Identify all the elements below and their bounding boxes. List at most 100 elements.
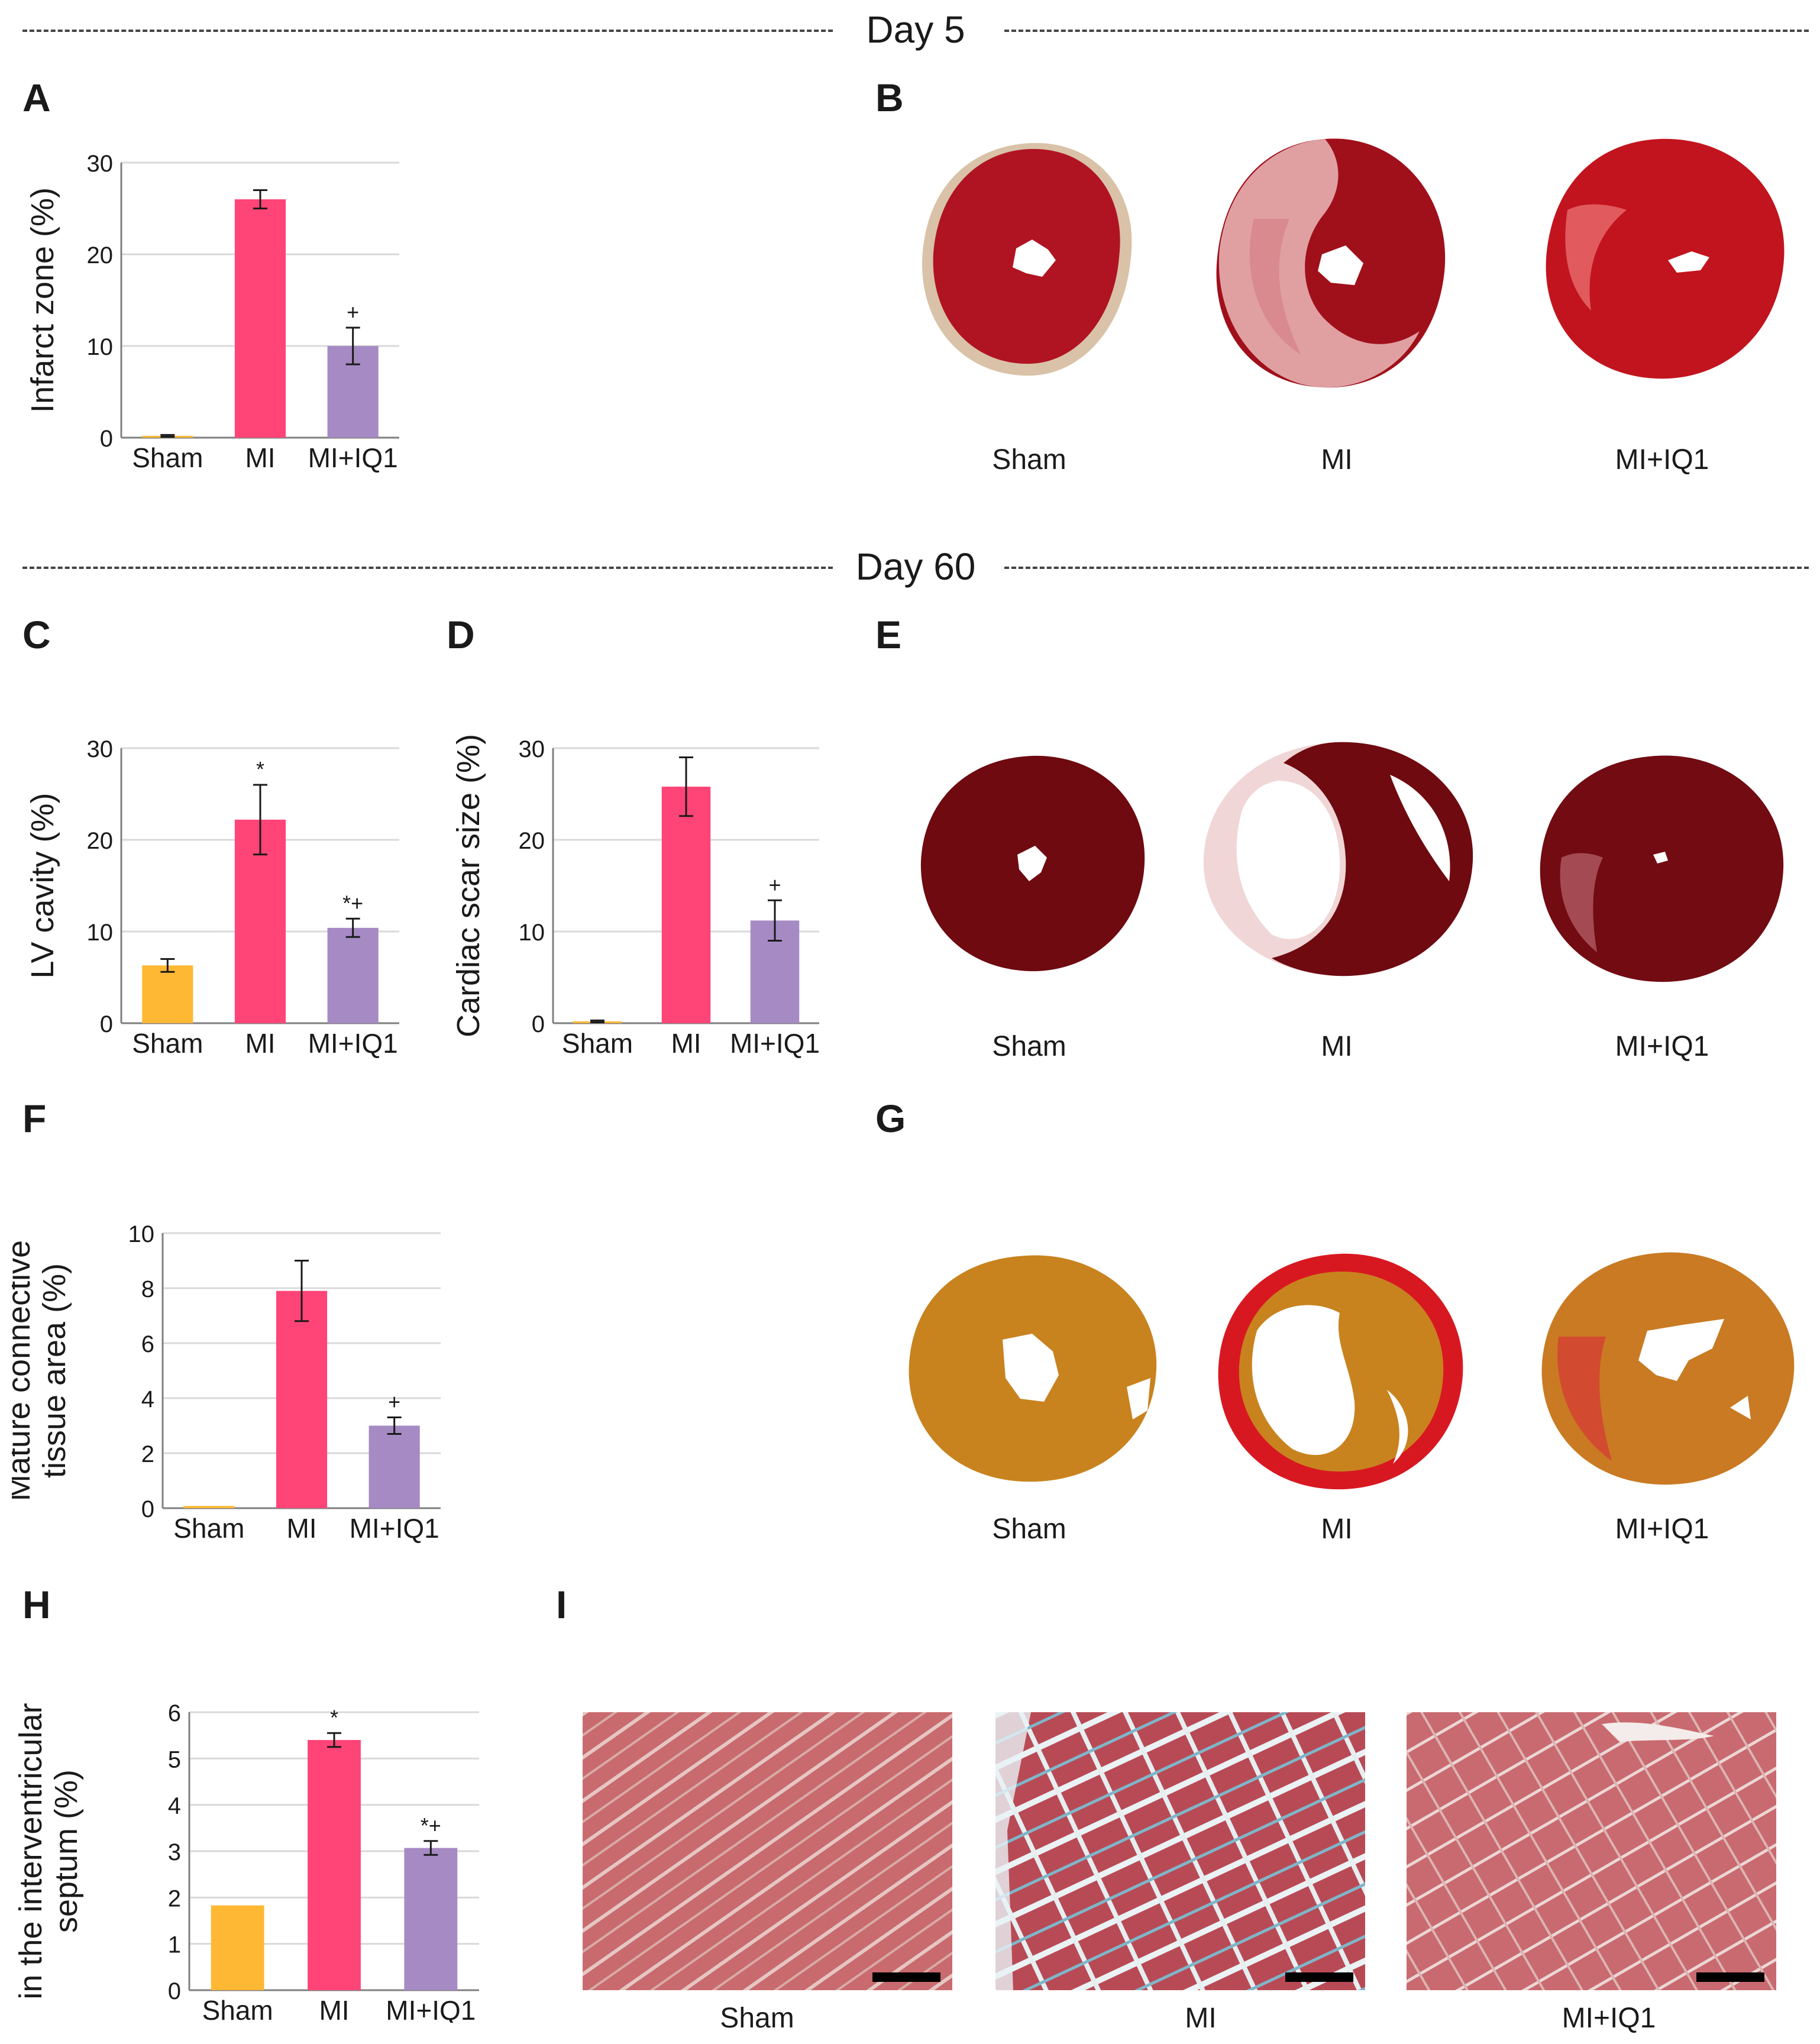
bar-mi — [661, 787, 711, 1023]
dashed-divider-left — [22, 567, 833, 569]
y-tick-label: 30 — [519, 736, 545, 762]
section-header-day60: Day 60 — [22, 543, 1809, 590]
dashed-divider-left — [22, 30, 833, 32]
panel-letter-g: G — [875, 1097, 906, 1140]
bar-mi — [234, 199, 286, 438]
y-tick-label: 0 — [100, 1011, 113, 1037]
y-axis-label: Connective tissuein the interventricular… — [12, 1703, 84, 1999]
x-tick-label: MI — [245, 1028, 275, 1059]
bar-sham — [142, 965, 193, 1023]
x-tick-label: MI — [671, 1028, 701, 1059]
heart-section-image-sham — [922, 143, 1132, 376]
y-tick-label: 6 — [141, 1331, 154, 1357]
y-tick-label: 30 — [87, 736, 114, 762]
panel-letter-c: C — [22, 613, 51, 656]
image-caption-sham: Sham — [992, 1513, 1066, 1545]
y-tick-label: 30 — [87, 151, 114, 177]
significance-marker: + — [768, 872, 781, 897]
y-tick-label: 20 — [87, 242, 114, 269]
y-axis-label: Mature connectivetissue area (%) — [12, 1240, 72, 1501]
x-tick-label: MI — [286, 1513, 316, 1544]
panel-letter-b: B — [875, 76, 904, 119]
bar-chart-septum-connective-tissue: 0 1 2 3 4 5 6 Connective tissuein the intervent… — [12, 1700, 479, 2023]
y-tick-label: 20 — [87, 828, 114, 854]
y-tick-label: 0 — [532, 1011, 545, 1037]
y-tick-label: 4 — [141, 1386, 154, 1412]
significance-marker: * — [256, 757, 264, 781]
y-tick-label: 20 — [519, 828, 545, 854]
heart-section-image-mi — [1218, 1253, 1463, 1490]
y-tick-label: 0 — [100, 426, 113, 452]
scale-bar — [1285, 1972, 1353, 1982]
y-tick-label: 10 — [87, 334, 114, 360]
x-tick-label: MI+IQ1 — [386, 1995, 476, 2023]
image-caption-sham: Sham — [720, 2003, 794, 2034]
x-tick-label: MI+IQ1 — [308, 1028, 398, 1059]
panel-letter-a: A — [22, 76, 51, 119]
x-tick-label: MI+IQ1 — [730, 1028, 820, 1059]
significance-marker: + — [388, 1390, 400, 1414]
y-tick-label: 2 — [141, 1441, 154, 1467]
bar-sham — [211, 1905, 264, 1990]
x-tick-label: Sham — [173, 1513, 244, 1544]
micrograph-image-mi — [995, 1712, 1365, 1990]
bar-chart-infarct-zone: 0 10 20 30 Infarct zone (%) Sham MI + MI+IQ1 — [25, 151, 399, 473]
micrograph-image-mi-iq1 — [1407, 1712, 1776, 1990]
y-tick-label: 0 — [168, 1978, 181, 2004]
y-tick-label: 2 — [168, 1885, 181, 1912]
heart-section-image-mi — [1216, 138, 1446, 388]
panel-letter-e: E — [875, 613, 902, 656]
bar-chart-lv-cavity: 0 10 20 30 LV cavity (%) Sham * MI *+ MI+IQ1 — [25, 736, 399, 1059]
significance-marker: *+ — [342, 891, 363, 915]
image-caption-mi-iq1: MI+IQ1 — [1615, 1513, 1709, 1545]
section-header-day5: Day 5 — [22, 6, 1809, 53]
section-title: Day 5 — [866, 8, 965, 51]
panel-letter-f: F — [22, 1097, 47, 1140]
micrograph-image-sham — [583, 1712, 952, 1990]
bar-chart-mature-connective-tissue: 0 2 4 6 8 10 Mature connectivetissue area (%) S… — [12, 1221, 441, 1544]
image-caption-sham: Sham — [992, 444, 1066, 476]
heart-section-image-sham — [920, 755, 1145, 972]
y-tick-label: 5 — [168, 1747, 181, 1773]
y-tick-label: 8 — [141, 1276, 154, 1302]
heart-section-image-mi — [1203, 742, 1473, 976]
x-tick-label: Sham — [132, 1028, 203, 1059]
panel-letter-h: H — [22, 1583, 51, 1626]
significance-marker: *+ — [421, 1813, 441, 1838]
image-caption-mi: MI — [1321, 1513, 1353, 1545]
image-caption-mi: MI — [1321, 444, 1353, 476]
x-tick-label: Sham — [202, 1995, 273, 2023]
bar-mi-iq1 — [368, 1425, 420, 1508]
image-caption-mi-iq1: MI+IQ1 — [1562, 2003, 1656, 2034]
bar-mi — [308, 1740, 361, 1990]
section-title: Day 60 — [855, 545, 976, 588]
image-caption-mi-iq1: MI+IQ1 — [1615, 1031, 1709, 1062]
x-tick-label: Sham — [132, 442, 203, 473]
bar-mi-iq1 — [327, 927, 379, 1023]
dashed-divider-right — [1004, 30, 1809, 32]
y-tick-label: 4 — [168, 1793, 181, 1819]
significance-marker: + — [347, 300, 359, 324]
x-tick-label: MI+IQ1 — [308, 442, 398, 473]
heart-section-image-mi-iq1 — [1546, 138, 1785, 379]
y-tick-label: 10 — [519, 920, 545, 946]
x-tick-label: MI — [319, 1995, 349, 2023]
scale-bar — [872, 1972, 940, 1982]
image-caption-mi: MI — [1321, 1031, 1353, 1062]
image-caption-mi: MI — [1185, 2003, 1217, 2034]
panel-letter-d: D — [447, 613, 475, 656]
heart-section-image-mi-iq1 — [1540, 755, 1784, 982]
x-tick-label: MI — [245, 442, 275, 473]
significance-marker: * — [330, 1705, 338, 1729]
bar-chart-cardiac-scar-size: 0 10 20 30 Cardiac scar size (%) Sham MI + MI+IQ… — [451, 734, 820, 1059]
y-tick-label: 0 — [141, 1496, 154, 1522]
bar-sham — [183, 1506, 235, 1508]
y-tick-label: 6 — [168, 1700, 181, 1726]
y-axis-label: Cardiac scar size (%) — [451, 734, 486, 1037]
y-tick-label: 10 — [128, 1221, 155, 1247]
bar-mi-iq1 — [404, 1848, 458, 1990]
x-tick-label: MI+IQ1 — [350, 1513, 439, 1544]
bar-mi — [276, 1291, 328, 1508]
scale-bar — [1696, 1972, 1764, 1982]
x-tick-label: Sham — [562, 1028, 633, 1059]
